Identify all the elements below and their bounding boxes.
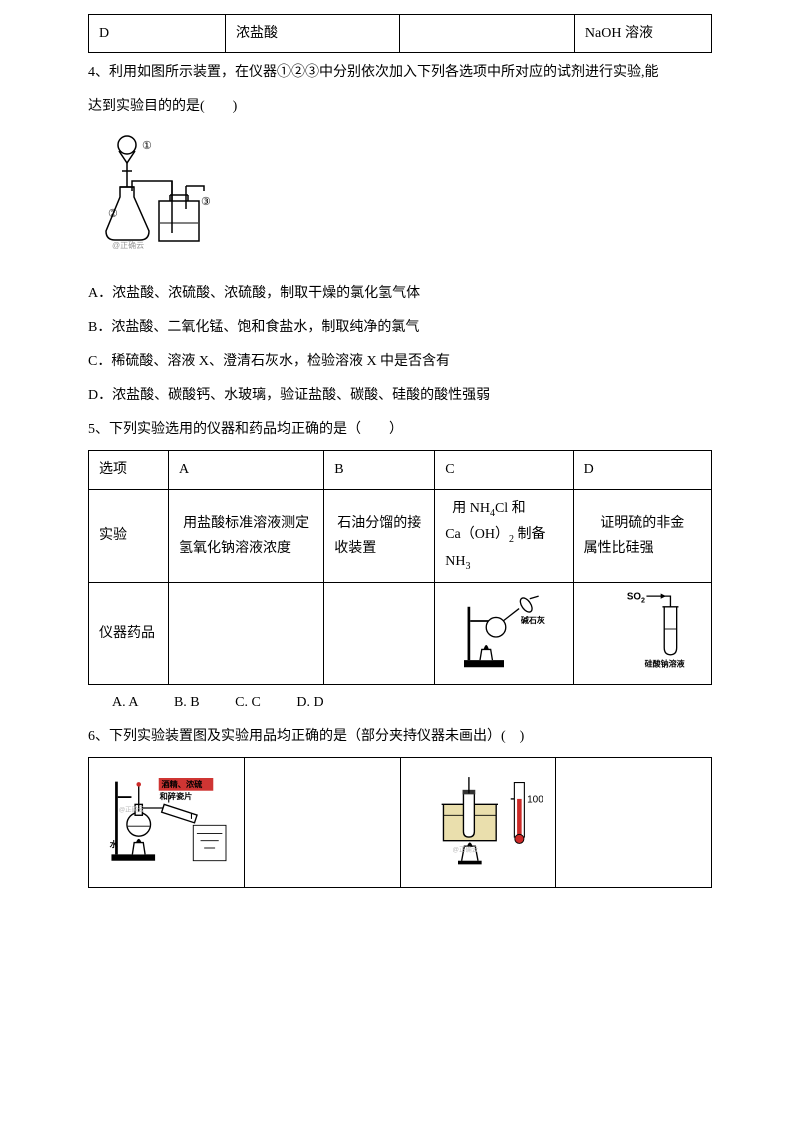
q4-apparatus-figure: ① ② ③ @正确云 xyxy=(88,127,226,274)
q6-cell-b xyxy=(244,758,400,888)
q5-ans-b: B. B xyxy=(174,695,200,710)
apparatus-label-3: ③ xyxy=(201,196,211,208)
q5-exp-d: 证明硫的非金 属性比硅强 xyxy=(573,489,711,582)
q3-cell-naoh: NaOH 溶液 xyxy=(574,15,711,53)
q3-cell-d: D xyxy=(89,15,226,53)
q4-opt-d: D．浓盐酸、碳酸钙、水玻璃，验证盐酸、碳酸、硅酸的酸性强弱 xyxy=(88,382,712,410)
q5-table: 选项 A B C D 实验 用盐酸标准溶液测定 氢氧化钠溶液浓度 石油分馏的接 … xyxy=(88,450,712,685)
q5d-sol: 硅酸钠溶液 xyxy=(645,658,685,668)
q5-img-d-svg: SO2 硅酸钠溶液 xyxy=(587,589,697,669)
q5-row-exp-label: 实验 xyxy=(89,489,169,582)
q5-img-d-cell: SO2 硅酸钠溶液 xyxy=(573,582,711,684)
q5-exp-b: 石油分馏的接 收装置 xyxy=(324,489,435,582)
q4-opt-a: A．浓盐酸、浓硫酸、浓硫酸，制取干燥的氯化氢气体 xyxy=(88,280,712,308)
q4-stem-line2: 达到实验目的的是( ) xyxy=(88,93,712,121)
apparatus-svg: ① ② ③ @正确云 xyxy=(92,131,222,261)
q5-h1: A xyxy=(169,451,324,489)
q6-img-c-svg: 100 @正确云 xyxy=(413,768,543,868)
q4-stem-line1: 4、利用如图所示装置，在仪器①②③中分别依次加入下列各选项中所对应的试剂进行实验… xyxy=(88,59,712,87)
apparatus-watermark: @正确云 xyxy=(112,240,144,250)
q5-row-img-label: 仪器药品 xyxy=(89,582,169,684)
q6c-100: 100 xyxy=(527,795,543,806)
q6a-annot3: 水 xyxy=(110,839,119,849)
apparatus-label-1: ① xyxy=(142,140,152,152)
q5-exp-a: 用盐酸标准溶液测定 氢氧化钠溶液浓度 xyxy=(169,489,324,582)
q4-opt-c: C．稀硫酸、溶液 X、澄清石灰水，检验溶液 X 中是否含有 xyxy=(88,348,712,376)
q5-img-a-cell xyxy=(169,582,324,684)
q6c-watermark: @正确云 xyxy=(452,845,478,854)
q5d-so2: SO2 xyxy=(627,592,645,605)
q5-ans-a: A. A xyxy=(112,695,138,710)
q6-cell-d xyxy=(556,758,712,888)
q5c-annot: 碱石灰 xyxy=(521,615,545,625)
q5-answers: A. A B. B C. C D. D xyxy=(112,689,712,717)
q5-stem: 5、下列实验选用的仪器和药品均正确的是（ ） xyxy=(88,416,712,444)
q5-exp-c: 用 NH4Cl 和 Ca（OH）2 制备 NH3 xyxy=(435,489,573,582)
apparatus-label-2: ② xyxy=(108,208,118,220)
q5-img-c-cell: 碱石灰 xyxy=(435,582,573,684)
q3-cell-empty xyxy=(400,15,574,53)
q6-stem: 6、下列实验装置图及实验用品均正确的是（部分夹持仪器未画出）( ) xyxy=(88,723,712,751)
q5-h0: 选项 xyxy=(89,451,169,489)
q6-cell-a: 酒精、浓硫 和碎瓷片 水 @正确云 xyxy=(89,758,245,888)
q5-h3: C xyxy=(435,451,573,489)
q5-ans-c: C. C xyxy=(235,695,261,710)
q6a-annot2: 和碎瓷片 xyxy=(159,791,193,801)
q5-h4: D xyxy=(573,451,711,489)
q6-table: 酒精、浓硫 和碎瓷片 水 @正确云 xyxy=(88,757,712,888)
q5-h2: B xyxy=(324,451,435,489)
q6a-annot1: 酒精、浓硫 xyxy=(162,779,204,789)
q5-ans-d: D. D xyxy=(296,695,323,710)
q4-opt-b: B．浓盐酸、二氧化锰、饱和食盐水，制取纯净的氯气 xyxy=(88,314,712,342)
q6-cell-c: 100 @正确云 xyxy=(400,758,556,888)
q5-img-b-cell xyxy=(324,582,435,684)
q6-img-a-svg: 酒精、浓硫 和碎瓷片 水 @正确云 xyxy=(101,768,231,868)
q3-cell-reagent: 浓盐酸 xyxy=(226,15,400,53)
q3-table-fragment: D 浓盐酸 NaOH 溶液 xyxy=(88,14,712,53)
q6a-watermark: @正确云 xyxy=(119,805,145,814)
q5-img-c-svg: 碱石灰 xyxy=(449,589,559,669)
